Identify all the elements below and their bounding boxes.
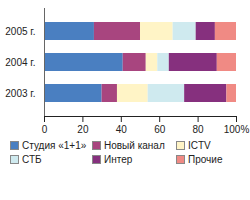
html-text:ICTV: ICTV: [188, 140, 211, 151]
html-text:Новый канал: Новый канал: [104, 140, 165, 151]
svg-text:2003 г.: 2003 г.: [5, 88, 35, 99]
html-text:Студия «1+1»: Студия «1+1»: [22, 140, 87, 151]
html-text:СТБ: СТБ: [22, 154, 42, 165]
svg-text:100%: 100%: [224, 124, 250, 135]
svg-text:60: 60: [154, 124, 166, 135]
svg-text:0: 0: [42, 124, 48, 135]
html-text:Прочие: Прочие: [188, 154, 223, 165]
svg-text:2005 г.: 2005 г.: [5, 26, 35, 37]
svg-text:20: 20: [77, 124, 89, 135]
svg-text:2004 г.: 2004 г.: [5, 57, 35, 68]
html-text:Интер: Интер: [104, 154, 133, 165]
svg-text:80: 80: [193, 124, 205, 135]
svg-text:40: 40: [116, 124, 128, 135]
